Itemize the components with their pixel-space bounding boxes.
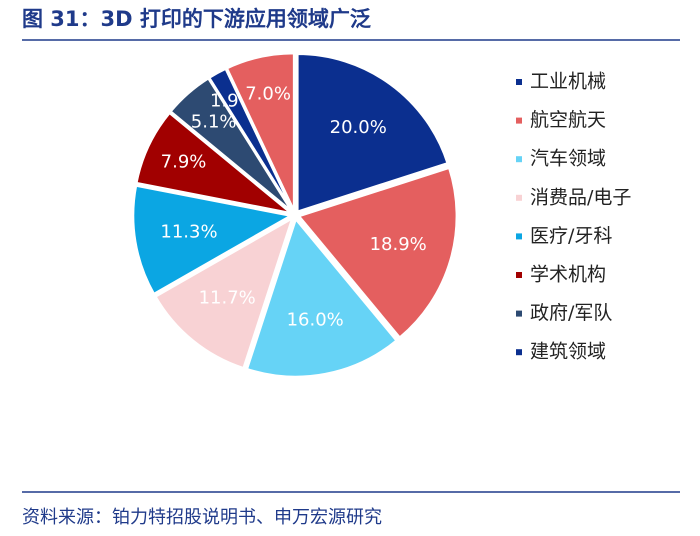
pie-slice [153, 215, 295, 370]
legend-label: 消费品/电子 [530, 186, 631, 208]
data-label: 11.3% [160, 222, 217, 243]
legend-swatch [516, 349, 522, 356]
source: 资料来源：铂力特招股说明书、申万宏源研究 [22, 507, 382, 528]
legend-label: 政府/军队 [530, 302, 612, 324]
pie-slice [134, 111, 293, 215]
data-label: 5.1% [191, 111, 237, 132]
legend-label: 航空航天 [530, 109, 606, 131]
legend-label: 工业机械 [530, 71, 606, 93]
legend-swatch [516, 272, 522, 278]
legend-label: 建筑领域 [530, 341, 606, 363]
pie-slice [225, 51, 296, 212]
legend-swatch [516, 194, 522, 201]
legend-swatch [516, 79, 522, 85]
data-label: 16.0% [287, 310, 344, 331]
pie-slice [245, 216, 399, 379]
legend-swatch [516, 233, 522, 240]
data-label: 18.9% [370, 234, 427, 255]
legend-swatch [516, 156, 522, 163]
data-label: 7.0% [245, 84, 291, 105]
data-label: 7.9% [161, 151, 207, 172]
data-label: 20.0% [330, 117, 387, 138]
pie-slice [296, 166, 459, 340]
pie-slice [131, 184, 295, 296]
legend-label: 汽车领域 [530, 148, 606, 170]
data-label: 11.7% [199, 287, 256, 308]
legend-label: 学术机构 [530, 264, 606, 286]
legend-label: 医疗/牙科 [530, 225, 612, 247]
legend-swatch [516, 310, 522, 317]
legend-swatch [516, 117, 522, 124]
chart-title: 图 31：3D 打印的下游应用领域广泛 [22, 7, 371, 31]
pie-slice [296, 52, 450, 214]
